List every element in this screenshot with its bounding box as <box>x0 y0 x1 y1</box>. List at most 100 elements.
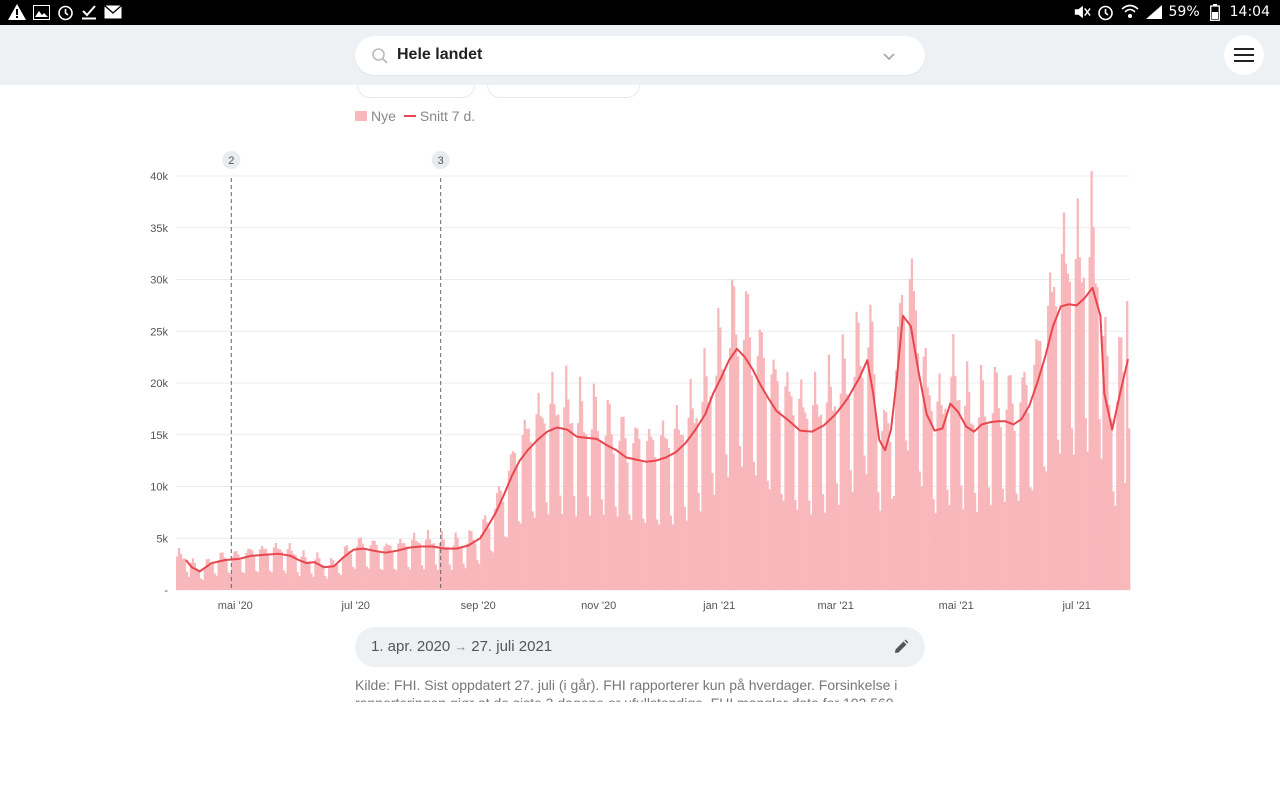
bar <box>642 518 645 590</box>
bar <box>964 405 967 590</box>
bar <box>786 372 789 590</box>
toggle-control[interactable] <box>487 85 640 98</box>
y-tick-label: 30k <box>150 275 168 287</box>
bar <box>239 559 242 590</box>
bar <box>715 375 718 590</box>
bar <box>187 576 191 590</box>
bar <box>652 439 655 590</box>
pencil-icon[interactable] <box>893 639 909 655</box>
bar <box>738 446 742 590</box>
bar <box>776 381 779 590</box>
bar <box>679 434 682 590</box>
bar <box>912 291 916 590</box>
date-range-start: 1. apr. 2020 <box>371 638 451 655</box>
bar <box>883 409 886 590</box>
bar <box>1037 340 1040 590</box>
bar <box>932 499 935 590</box>
bar <box>507 470 511 590</box>
bar <box>1049 272 1052 590</box>
bar <box>675 405 678 590</box>
search-icon <box>372 48 388 64</box>
bar <box>308 561 311 590</box>
bar <box>527 428 530 590</box>
bar <box>428 539 432 590</box>
bar <box>434 564 438 590</box>
bar <box>894 370 898 590</box>
bar <box>424 539 428 590</box>
x-tick-label: sep '20 <box>461 600 496 612</box>
bar <box>725 454 728 590</box>
date-range-control[interactable]: 1. apr. 2020 → 27. juli 2021 <box>355 627 925 667</box>
bar <box>934 513 937 590</box>
bar <box>450 570 453 590</box>
bar <box>456 538 459 590</box>
bar <box>1001 488 1004 590</box>
bar <box>1116 401 1119 590</box>
legend-item-snitt: Snitt 7 d. <box>403 108 475 124</box>
marker-badge <box>222 151 241 169</box>
toggle-control[interactable] <box>357 85 475 98</box>
bar <box>191 558 195 590</box>
bar <box>1027 412 1030 590</box>
bar <box>1019 402 1022 590</box>
bar <box>385 543 388 590</box>
bar <box>746 293 750 590</box>
chart-legend: Nye Snitt 7 d. <box>355 108 475 124</box>
bar <box>794 499 797 590</box>
bar <box>468 530 471 590</box>
bar <box>622 416 625 590</box>
bar <box>632 443 635 590</box>
mail-icon <box>104 3 122 21</box>
menu-button[interactable] <box>1224 35 1264 75</box>
bar <box>640 461 643 590</box>
bar <box>784 386 787 590</box>
bar <box>885 411 888 590</box>
bar <box>766 481 769 590</box>
bar <box>235 550 238 590</box>
bar <box>478 563 481 590</box>
bar <box>849 470 852 590</box>
bar <box>444 547 447 590</box>
region-select[interactable]: Hele landet <box>355 36 925 75</box>
bar <box>701 402 704 590</box>
bar <box>369 545 372 590</box>
x-tick-label: jan '21 <box>702 600 735 612</box>
bar <box>606 399 609 590</box>
bar <box>997 408 1000 590</box>
bar <box>695 418 698 590</box>
bar <box>707 402 710 590</box>
bar <box>1112 491 1115 590</box>
bar <box>430 543 434 590</box>
bar <box>223 557 226 590</box>
bar <box>559 495 562 590</box>
bar <box>535 414 538 590</box>
bar <box>199 578 202 590</box>
bar <box>677 429 680 590</box>
bar <box>709 396 712 590</box>
bar <box>300 556 303 590</box>
bar <box>413 532 416 590</box>
bar <box>361 543 364 590</box>
bar <box>944 408 947 590</box>
bar <box>604 435 607 590</box>
bar <box>618 440 621 590</box>
bar <box>264 549 268 590</box>
bar <box>596 431 599 590</box>
bar <box>213 573 216 590</box>
bar <box>543 423 546 590</box>
legend-item-nye: Nye <box>355 108 396 124</box>
bar <box>1025 384 1028 590</box>
bar <box>667 447 671 590</box>
bar <box>306 561 309 590</box>
bar <box>646 440 649 590</box>
bar <box>1122 372 1125 590</box>
bar <box>685 520 688 590</box>
bar <box>584 434 588 590</box>
bar <box>482 519 485 590</box>
bar <box>867 347 870 590</box>
bar <box>594 396 598 590</box>
bar <box>322 565 325 590</box>
bar <box>636 428 639 590</box>
bar <box>377 551 380 590</box>
bar <box>634 427 637 590</box>
